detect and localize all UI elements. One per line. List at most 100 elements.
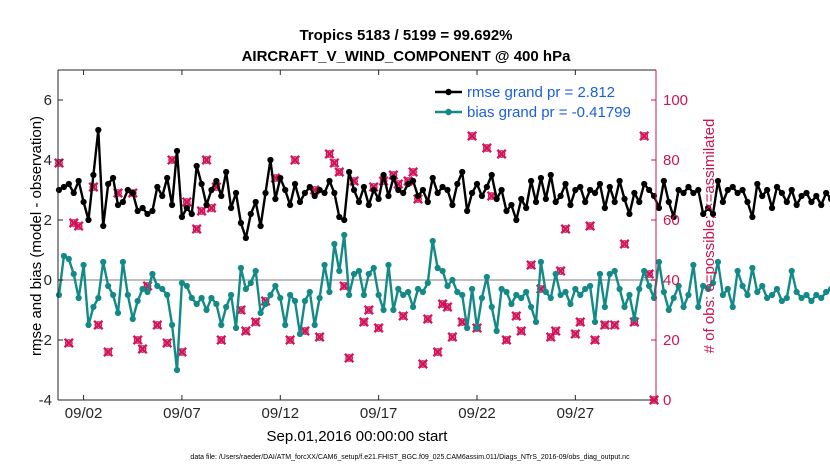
y-tick-label-left: 0 [44, 272, 52, 289]
y-tick-label-right: 0 [663, 392, 671, 409]
bias-point [424, 279, 431, 287]
rmse-point [326, 177, 333, 185]
rmse-point [341, 216, 348, 224]
bias-point [355, 267, 363, 275]
rmse-point [109, 174, 117, 182]
rmse-point [778, 189, 785, 197]
bias-point [626, 291, 633, 299]
rmse-point [223, 168, 230, 176]
bias-point [341, 231, 348, 239]
obs-assimilated-point [103, 346, 114, 358]
obs-assimilated-point [216, 334, 227, 346]
rmse-point [395, 186, 402, 194]
obs-possible-point [591, 336, 599, 344]
rmse-point [724, 186, 731, 194]
bias-point [705, 285, 712, 293]
obs-assimilated-point [240, 325, 251, 337]
rmse-point [237, 219, 245, 227]
bias-point [611, 267, 618, 275]
rmse-point [547, 171, 554, 179]
rmse-point [213, 177, 220, 185]
rmse-point [454, 180, 461, 188]
bias-point [429, 237, 436, 245]
obs-possible-point [217, 336, 226, 344]
rmse-point [193, 162, 200, 170]
obs-possible-point [64, 339, 73, 347]
rmse-point [557, 192, 564, 200]
rmse-point [409, 177, 417, 185]
obs-assimilated-point [516, 325, 527, 337]
rmse-point [670, 213, 677, 221]
rmse-point [385, 192, 392, 200]
rmse-point [198, 180, 205, 188]
x-axis-label: Sep.01,2016 00:00:00 start [267, 428, 449, 445]
obs-assimilated-point [408, 166, 419, 178]
bias-point [296, 330, 304, 338]
bias-point [601, 303, 608, 311]
rmse-point [567, 201, 574, 209]
rmse-point [346, 168, 353, 176]
obs-assimilated-point [363, 304, 374, 316]
rmse-point [434, 189, 441, 197]
rmse-point [414, 192, 422, 200]
rmse-point [232, 189, 240, 197]
bias-point [670, 294, 677, 302]
bias-point [473, 324, 481, 332]
obs-assimilated-point [285, 334, 296, 346]
bias-point [277, 294, 284, 302]
obs-assimilated-point [191, 223, 202, 235]
rmse-point [100, 222, 107, 230]
bias-point [164, 291, 171, 299]
rmse-point [483, 183, 490, 191]
obs-possible-point [300, 327, 309, 335]
bias-point [636, 285, 643, 293]
obs-possible-point [399, 312, 408, 320]
obs-possible-point [192, 225, 201, 233]
rmse-point [513, 216, 520, 224]
rmse-point [149, 207, 156, 215]
y-tick-label-left: -2 [39, 332, 52, 349]
legend-rmse-marker [445, 88, 452, 96]
obs-assimilated-point [422, 313, 433, 325]
bias-point [139, 285, 146, 293]
obs-possible-point [418, 360, 427, 368]
rmse-line [58, 128, 830, 240]
obs-assimilated-point [162, 337, 173, 349]
rmse-point [291, 180, 299, 188]
bias-point [336, 267, 343, 275]
bias-point [813, 291, 820, 299]
series-lines [55, 126, 830, 374]
bias-point [557, 291, 564, 299]
bias-point [680, 303, 687, 311]
x-tick-label: 09/07 [163, 405, 201, 422]
rmse-point [734, 189, 741, 197]
obs-assimilated-point [481, 142, 492, 154]
bias-point [631, 315, 638, 323]
rmse-point [355, 198, 363, 206]
rmse-point [400, 189, 407, 197]
obs-possible-point [423, 315, 432, 323]
obs-possible-point [359, 318, 368, 326]
rmse-point [488, 171, 495, 179]
bias-point [744, 291, 751, 299]
plot-background [58, 70, 656, 400]
bias-point [55, 291, 63, 299]
bias-point [724, 285, 731, 293]
obs-assimilated-point [68, 217, 79, 229]
bias-point [606, 270, 613, 278]
rmse-point [331, 189, 338, 197]
obs-possible-point [497, 150, 506, 158]
bias-point [272, 282, 279, 290]
y-tick-label-right: 80 [663, 152, 680, 169]
bias-point [788, 267, 795, 275]
bias-point [739, 282, 746, 290]
bias-point [134, 297, 141, 305]
bias-point [365, 270, 372, 278]
rmse-point [277, 174, 284, 182]
rmse-point [827, 196, 830, 202]
bias-point [183, 282, 190, 290]
rmse-point [739, 186, 746, 194]
obs-assimilated-point [132, 334, 143, 346]
rmse-point [85, 216, 92, 224]
rmse-point [631, 189, 638, 197]
